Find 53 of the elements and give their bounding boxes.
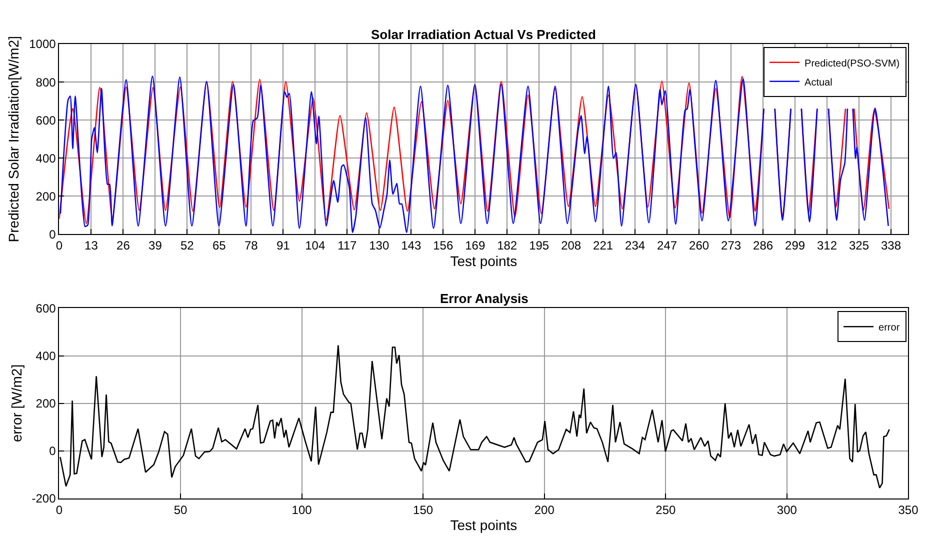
legend-label: error <box>878 322 900 334</box>
y-tick-label: 0 <box>49 227 56 242</box>
x-tick-label: 182 <box>497 238 518 253</box>
x-tick-label: 104 <box>305 238 326 253</box>
x-tick-label: 299 <box>785 238 806 253</box>
x-tick-label: 273 <box>721 238 742 253</box>
chart-title: Error Analysis <box>440 291 528 306</box>
x-tick-label: 39 <box>148 238 162 253</box>
x-tick-label: 286 <box>753 238 774 253</box>
y-axis-title: error [W/m2] <box>8 364 24 442</box>
x-tick-label: 325 <box>849 238 870 253</box>
x-tick-label: 150 <box>413 502 434 517</box>
y-tick-label: 600 <box>36 113 56 128</box>
x-tick-label: 65 <box>212 238 226 253</box>
y-tick-label: 200 <box>36 396 56 410</box>
x-tick-label: 250 <box>656 502 676 517</box>
x-tick-label: 52 <box>180 238 194 253</box>
x-tick-label: 338 <box>880 238 902 253</box>
x-tick-label: 91 <box>276 238 290 253</box>
x-tick-label: 350 <box>898 502 919 517</box>
y-tick-label: 0 <box>49 444 56 458</box>
x-tick-label: 130 <box>369 238 390 253</box>
x-tick-label: 100 <box>292 502 312 517</box>
x-tick-label: 169 <box>465 238 486 253</box>
x-tick-label: 300 <box>776 502 798 517</box>
legend-label: Actual <box>804 77 832 88</box>
x-tick-label: 50 <box>174 502 188 517</box>
x-tick-label: 247 <box>657 238 678 253</box>
x-tick-label: 200 <box>534 502 555 517</box>
x-tick-label: 208 <box>561 238 582 253</box>
x-tick-label: 195 <box>529 238 550 253</box>
y-tick-label: 800 <box>36 75 56 90</box>
x-tick-label: 26 <box>116 238 130 253</box>
x-tick-label: 234 <box>625 238 646 253</box>
x-tick-label: 312 <box>817 238 838 253</box>
x-tick-label: 13 <box>84 238 98 253</box>
y-tick-label: 400 <box>36 348 56 363</box>
x-tick-label: 156 <box>433 238 454 253</box>
y-tick-label: 1000 <box>29 37 56 52</box>
x-axis-title: Test points <box>450 517 518 534</box>
legend-label: Predicted(PSO-SVM) <box>804 58 900 70</box>
y-tick-label: 200 <box>36 189 56 204</box>
y-tick-label: 400 <box>36 151 56 166</box>
x-tick-label: 221 <box>593 238 614 253</box>
y-axis-title: Predicted Solar Irradiation[W/m2] <box>6 36 22 242</box>
y-tick-label: -200 <box>32 492 56 506</box>
x-tick-label: 260 <box>689 238 710 253</box>
x-tick-label: 78 <box>244 238 258 253</box>
chart-title: Solar Irradiation Actual Vs Predicted <box>371 27 596 42</box>
x-tick-label: 143 <box>401 238 422 253</box>
x-tick-label: 117 <box>338 238 358 253</box>
y-tick-label: 600 <box>36 301 56 316</box>
x-axis-title: Test points <box>450 252 518 269</box>
